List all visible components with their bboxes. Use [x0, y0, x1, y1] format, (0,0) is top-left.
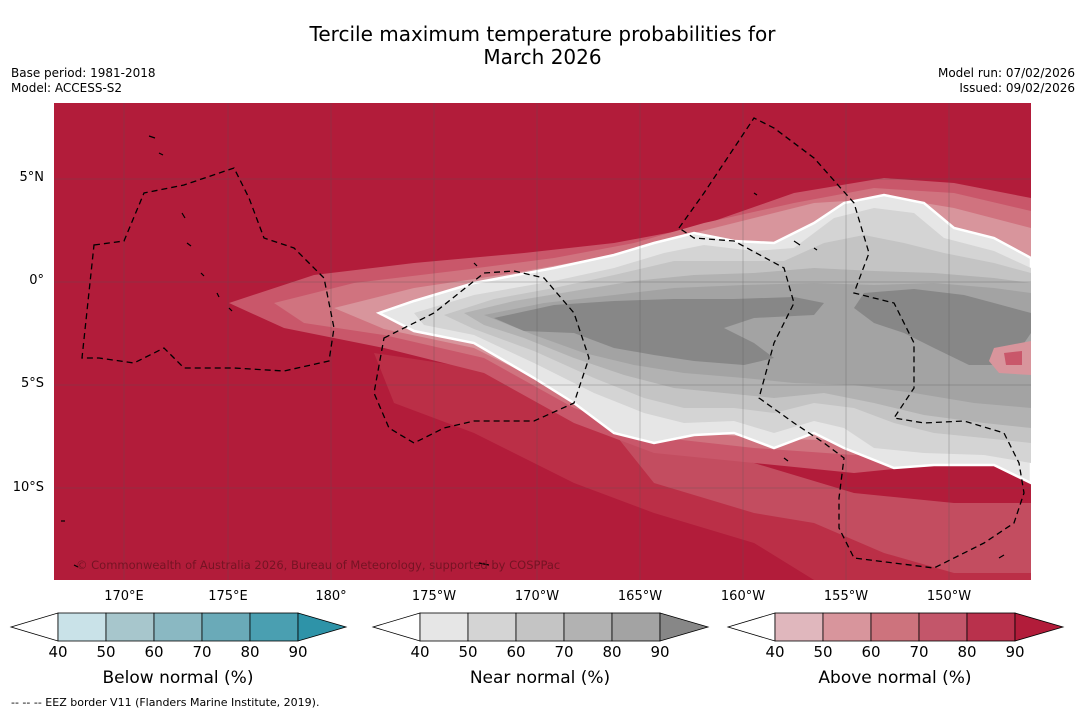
above-normal-colorbar — [726, 612, 1065, 642]
island-markers — [61, 135, 1005, 568]
near-normal-colorbar — [371, 612, 710, 642]
above-70-band-south — [614, 433, 1031, 573]
tick: 50 — [813, 643, 833, 661]
near-swatch — [515, 612, 565, 642]
above-extend-low — [726, 612, 776, 642]
below-swatch — [57, 612, 107, 642]
eez-footnote: -- -- -- EEZ border V11 (Flanders Marine… — [11, 696, 320, 709]
near-swatch — [467, 612, 517, 642]
legend-colorbars — [9, 612, 1065, 642]
near-normal-title: Near normal (%) — [469, 668, 611, 688]
below-normal-title: Below normal (%) — [102, 668, 254, 688]
lon-label: 165°W — [617, 589, 663, 604]
lon-label: 180° — [315, 589, 347, 604]
near-swatch — [419, 612, 469, 642]
map-canvas — [54, 103, 1031, 580]
above-swatch — [822, 612, 872, 642]
tick: 80 — [602, 643, 622, 661]
tick: 80 — [957, 643, 977, 661]
tick: 70 — [192, 643, 212, 661]
below-swatch — [201, 612, 251, 642]
lat-label: 10°S — [12, 480, 44, 495]
above-swatch — [870, 612, 920, 642]
tick: 60 — [861, 643, 881, 661]
tick: 90 — [288, 643, 308, 661]
lon-label: 175°E — [208, 589, 248, 604]
lat-label: 5°N — [19, 170, 45, 185]
map-title-line2: March 2026 — [483, 45, 602, 69]
lon-label: 155°W — [823, 589, 869, 604]
issued-date: Issued: 09/02/2026 — [959, 81, 1075, 95]
tick: 50 — [458, 643, 478, 661]
graticule — [54, 103, 1031, 580]
lon-label: 160°W — [720, 589, 766, 604]
above-swatch — [774, 612, 824, 642]
near-90-core-east — [854, 289, 1031, 365]
lon-label: 150°W — [926, 589, 972, 604]
above-normal-title: Above normal (%) — [818, 668, 972, 688]
below-normal-colorbar — [9, 612, 348, 642]
lon-label: 170°E — [104, 589, 144, 604]
below-extend-high — [297, 612, 348, 642]
above-extend-high — [1014, 612, 1065, 642]
tick: 60 — [506, 643, 526, 661]
tick: 90 — [1005, 643, 1025, 661]
below-swatch — [249, 612, 299, 642]
lat-label: 0° — [29, 273, 44, 288]
below-extend-low — [9, 612, 59, 642]
below-swatch — [105, 612, 155, 642]
tick: 90 — [650, 643, 670, 661]
model-run-date: Model run: 07/02/2026 — [937, 66, 1075, 80]
probability-map: © Commonwealth of Australia 2026, Bureau… — [54, 103, 1031, 580]
lon-label: 170°W — [514, 589, 560, 604]
near-swatch — [611, 612, 661, 642]
above-swatch — [918, 612, 968, 642]
tick: 60 — [144, 643, 164, 661]
tick: 80 — [240, 643, 260, 661]
tick: 40 — [410, 643, 430, 661]
tick: 70 — [909, 643, 929, 661]
above-pocket-east-core — [1004, 351, 1022, 365]
map-title-line1: Tercile maximum temperature probabilitie… — [309, 22, 776, 46]
tick: 70 — [554, 643, 574, 661]
below-swatch — [153, 612, 203, 642]
base-period: Base period: 1981-2018 — [11, 66, 156, 80]
near-swatch — [563, 612, 613, 642]
above-swatch — [966, 612, 1016, 642]
near-extend-high — [659, 612, 710, 642]
near-90-core-west — [494, 297, 824, 365]
tick: 40 — [48, 643, 68, 661]
model-name: Model: ACCESS-S2 — [11, 81, 123, 95]
near-extend-low — [371, 612, 421, 642]
lon-label: 175°W — [411, 589, 457, 604]
eez-borders — [81, 117, 1025, 569]
tick: 40 — [765, 643, 785, 661]
map-credit: © Commonwealth of Australia 2026, Bureau… — [76, 558, 561, 572]
tick: 50 — [96, 643, 116, 661]
lat-label: 5°S — [20, 376, 44, 391]
